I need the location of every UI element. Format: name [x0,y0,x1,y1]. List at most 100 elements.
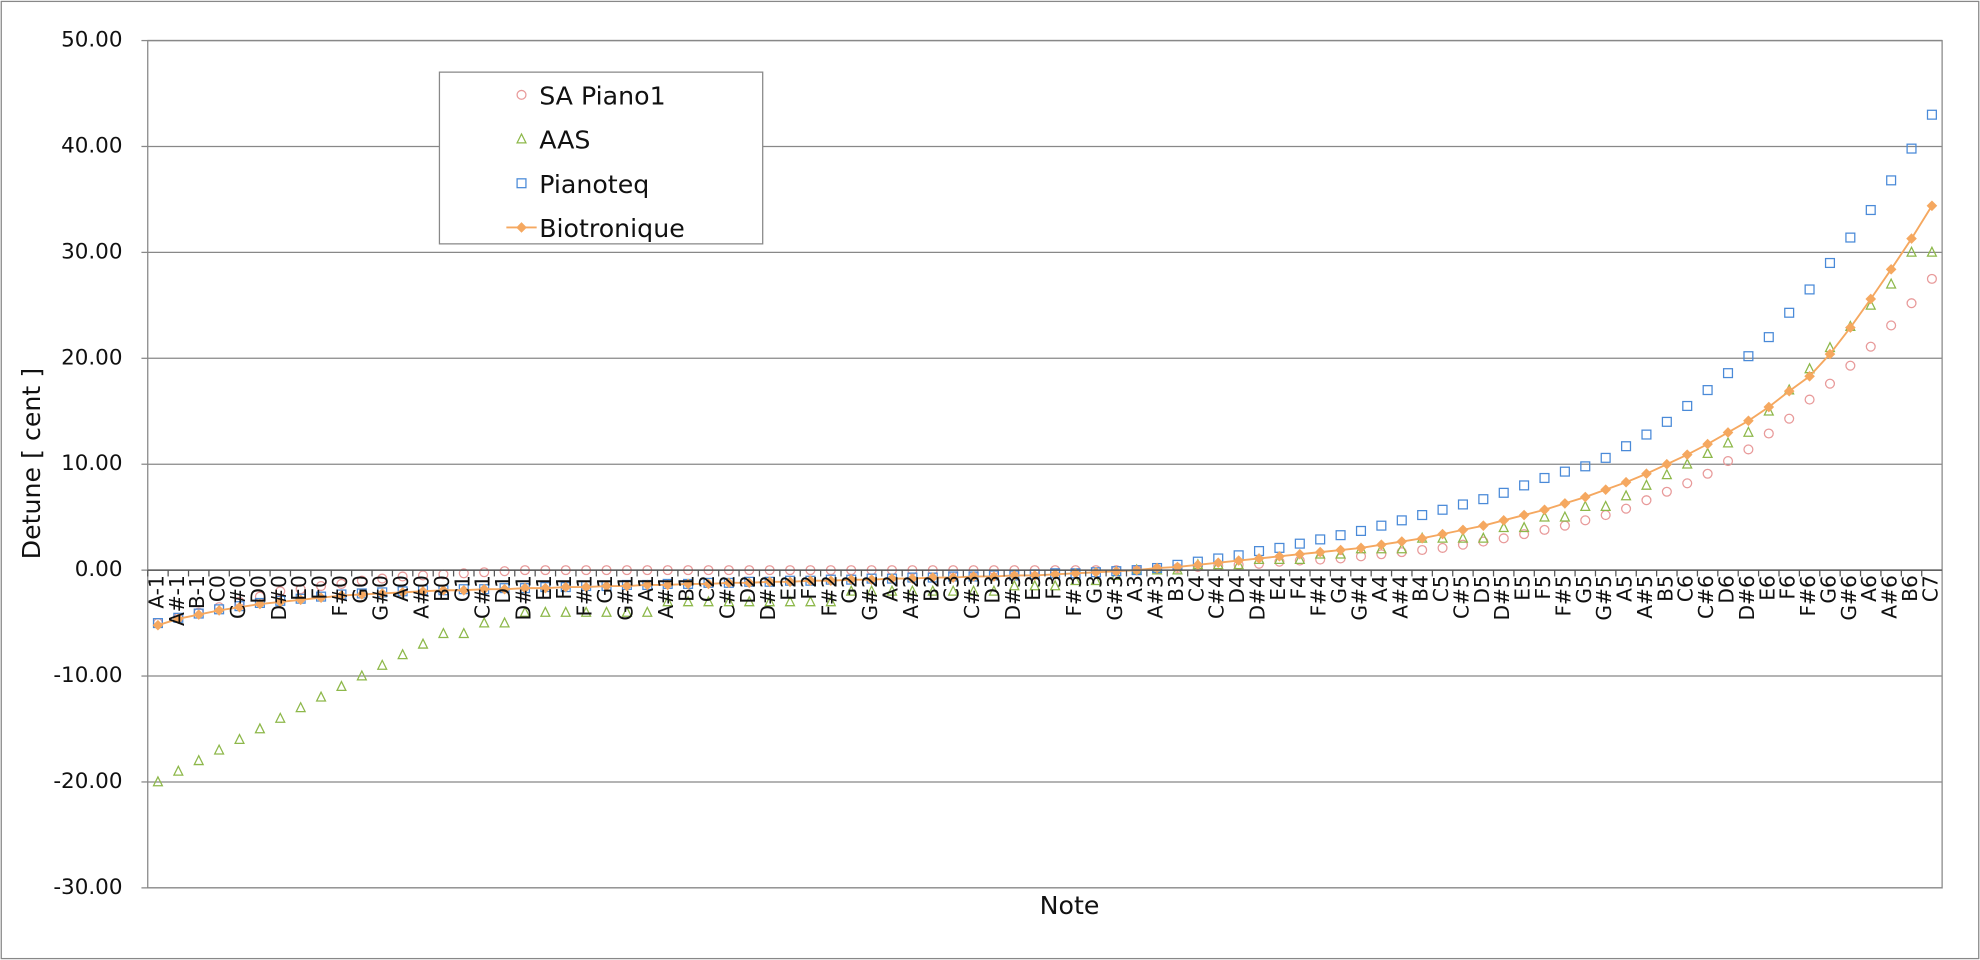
x-tick-label: A0 [389,575,413,602]
point [1233,555,1244,566]
point [1498,521,1510,533]
x-tick-label: G3 [1082,575,1106,604]
point [1253,553,1265,564]
point [1457,539,1468,550]
point [295,701,307,713]
x-tick-label: A#4 [1388,575,1412,619]
x-tick-label: C#1 [471,575,495,619]
point [417,585,429,597]
point [1029,579,1041,591]
point [1784,413,1795,424]
legend-label: AAS [539,126,590,155]
x-tick-label: E4 [1266,575,1290,601]
point [458,584,470,596]
legend: SA Piano1 AAS Pianoteq Biotronique [438,71,764,245]
point [1722,455,1734,467]
point [539,606,551,617]
point [1417,544,1428,556]
point [580,606,592,617]
point [254,598,266,610]
x-tick-label: F0 [308,575,332,599]
point [356,669,368,681]
point [1681,457,1693,469]
point [234,733,245,745]
point [886,573,898,584]
point [1049,579,1061,591]
x-tick-label: B1 [675,575,699,602]
point [947,584,959,596]
point [1376,539,1387,551]
point [1845,322,1856,333]
point [968,584,980,596]
point [1804,284,1815,295]
point [274,596,286,608]
y-tick-label: 50.00 [61,28,122,53]
x-tick-label: F#6 [1796,575,1820,616]
point [1722,368,1734,379]
point [1722,436,1734,448]
point [845,584,857,596]
point [1498,533,1509,544]
legend-box [438,71,764,245]
point [1457,499,1468,510]
point [1539,504,1550,516]
point [1314,546,1326,558]
point [1641,478,1652,490]
x-tick-label: C#6 [1694,575,1718,619]
point [1886,175,1897,186]
point [1580,515,1591,526]
x-tick-label: C2 [695,575,719,602]
point [1926,109,1937,120]
x-tick-label: C4 [1184,575,1208,602]
point [723,577,735,589]
x-tick-label: A#3 [1144,575,1168,619]
x-tick-label: G#1 [613,575,637,620]
point [315,690,327,702]
point [1294,548,1306,560]
point [1294,538,1305,549]
point [1885,264,1897,275]
x-tick-label: G#2 [858,575,882,620]
point [662,595,674,607]
point [499,566,510,577]
point [1620,489,1632,501]
x-tick-label: F6 [1776,575,1800,599]
point [397,648,409,660]
point [213,743,225,755]
point [947,572,959,583]
point [560,581,572,593]
x-tick-label: D#5 [1490,575,1514,620]
point [499,583,510,595]
x-tick-label: C#5 [1449,575,1473,619]
point [540,582,551,594]
y-tick-label: 30.00 [61,239,122,264]
point [906,584,918,596]
point [1926,273,1937,284]
point [397,571,408,582]
point [1539,472,1550,484]
point [152,619,164,631]
x-tick-label: B0 [430,575,454,602]
point [1600,484,1611,495]
x-tick-label: D#1 [511,575,535,620]
x-tick-label: G#3 [1103,575,1127,620]
y-tick-label: 0.00 [75,557,123,582]
y-axis-label: Detune [ cent ] [17,368,46,560]
x-tick-label: D#3 [1001,575,1025,620]
point [1824,257,1836,269]
x-tick-label: A#2 [899,575,923,619]
point [1396,515,1407,526]
x-tick-label: C#4 [1205,575,1229,619]
x-tick-label: C#0 [226,575,250,619]
x-tick-label: A#5 [1633,575,1657,619]
legend-marker [516,132,527,144]
x-tick-label: F#1 [573,575,597,616]
x-tick-label: G1 [593,575,617,604]
point [1906,298,1917,309]
x-tick-label: E1 [532,575,556,601]
point [376,658,388,670]
point [1579,500,1591,512]
point [1926,200,1938,212]
point [927,584,939,596]
x-tick-label: A6 [1857,575,1881,602]
